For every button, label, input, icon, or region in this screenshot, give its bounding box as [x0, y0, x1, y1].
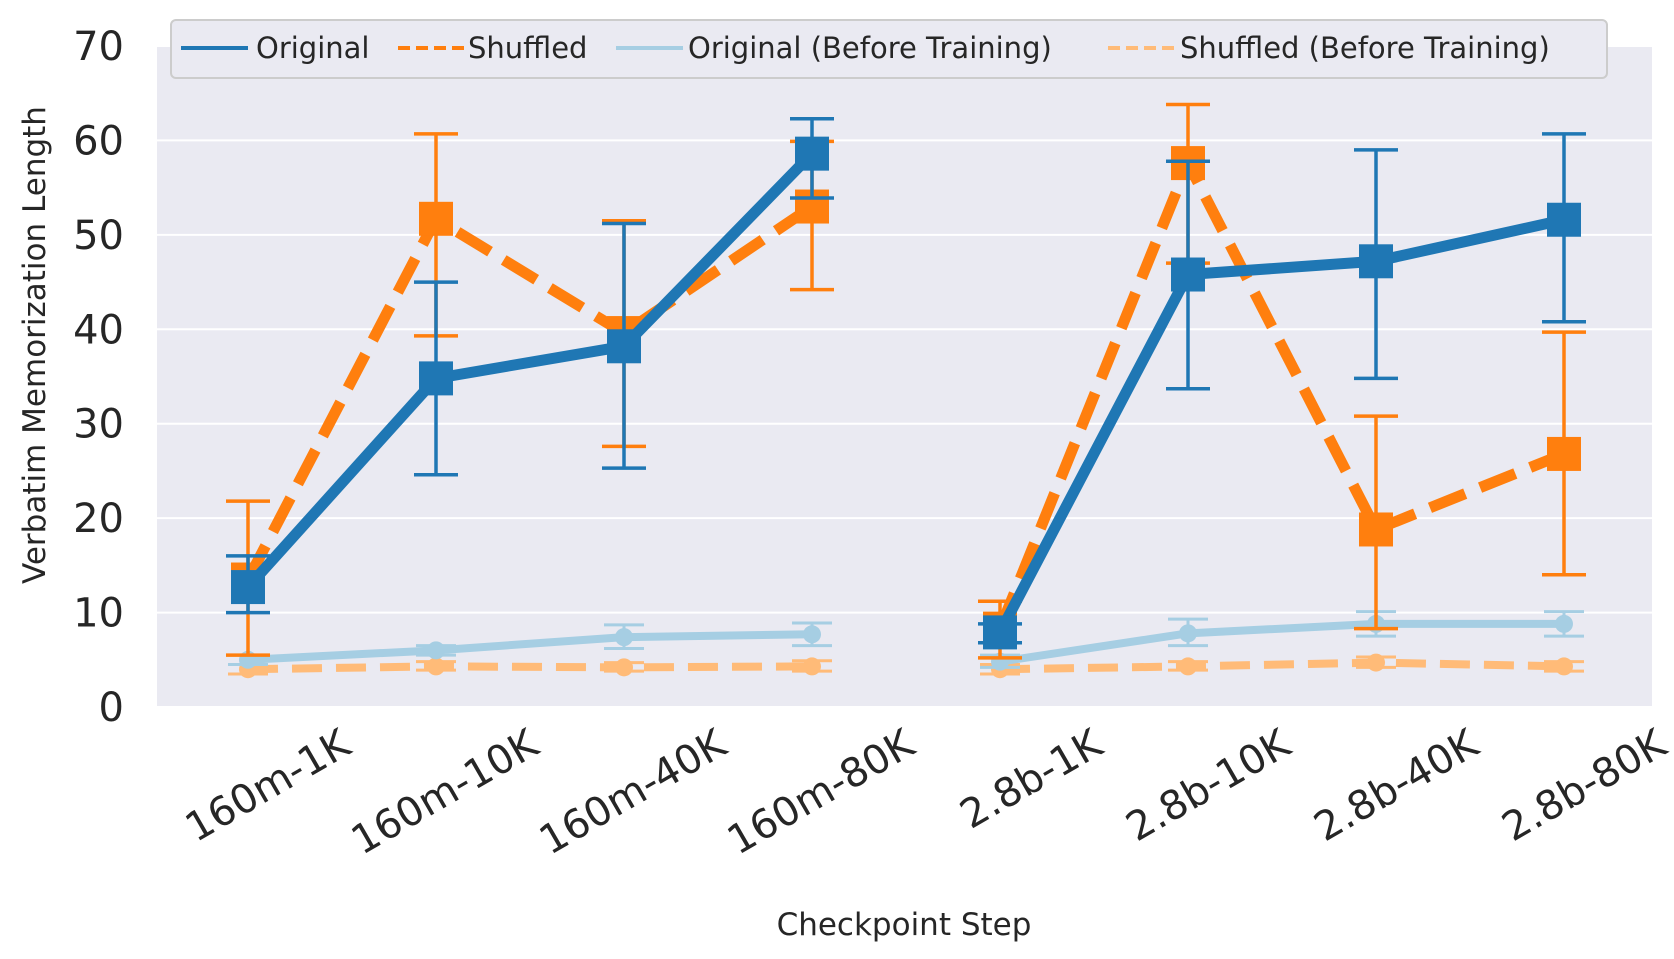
data-point: [427, 641, 445, 660]
y-tick-label: 20: [73, 496, 124, 542]
y-axis-ticks: 0 10 20 30 40 50 60 70: [73, 24, 124, 731]
series-line: [247, 662, 813, 674]
data-point: [615, 628, 633, 647]
y-tick-label: 70: [73, 24, 124, 70]
legend-label: Original (Before Training): [688, 31, 1052, 65]
series-line: [243, 149, 816, 591]
y-tick-label: 0: [99, 685, 124, 731]
series-line: [999, 658, 1565, 674]
data-point: [607, 329, 641, 364]
data-point: [1171, 257, 1205, 292]
x-tick-label: 160m-10K: [344, 720, 548, 864]
data-point: [1555, 657, 1573, 676]
y-tick-label: 30: [73, 402, 124, 448]
series-original: [226, 116, 1586, 650]
data-point: [1179, 657, 1197, 676]
x-tick-label: 2.8b-1K: [953, 720, 1112, 838]
y-tick-label: 40: [73, 307, 124, 353]
x-tick-label: 2.8b-10K: [1119, 720, 1300, 851]
data-point: [1547, 436, 1581, 471]
y-axis-label: Verbatim Memorization Length: [17, 106, 53, 584]
x-tick-label: 2.8b-80K: [1495, 720, 1674, 851]
x-axis-label: Checkpoint Step: [777, 907, 1032, 943]
y-tick-label: 50: [73, 213, 124, 259]
legend-label: Shuffled: [468, 31, 587, 65]
series-layer: [226, 102, 1586, 679]
series-line: [247, 630, 813, 664]
x-tick-label: 160m-40K: [532, 720, 736, 864]
data-point: [419, 361, 453, 396]
y-tick-label: 10: [73, 591, 124, 637]
data-point: [1179, 624, 1197, 643]
legend: Original Shuffled Original (Before Trainin…: [170, 19, 1608, 79]
data-point: [1367, 653, 1385, 672]
legend-label: Original: [256, 31, 369, 65]
x-tick-label: 2.8b-40K: [1307, 720, 1488, 851]
grid-lines: [157, 45, 1652, 708]
legend-frame: [170, 19, 1608, 79]
legend-label: Shuffled (Before Training): [1180, 31, 1550, 65]
data-point: [615, 658, 633, 677]
data-point: [803, 657, 821, 676]
series-line: [994, 157, 1567, 631]
x-tick-label: 160m-80K: [720, 720, 924, 864]
plot-area: [157, 46, 1652, 707]
data-point: [795, 136, 829, 171]
data-point: [1359, 512, 1393, 547]
series-shuffled-before-training: [228, 653, 1584, 679]
series-original-before-training: [228, 610, 1584, 671]
data-point: [419, 201, 453, 236]
x-tick-label: 160m-1K: [178, 720, 360, 851]
data-point: [1359, 244, 1393, 279]
series-line: [999, 619, 1564, 666]
series-line: [995, 214, 1566, 635]
data-point: [983, 615, 1017, 650]
data-point: [231, 570, 265, 605]
series-line: [243, 201, 816, 583]
data-point: [1555, 614, 1573, 633]
data-point: [1547, 202, 1581, 237]
data-point: [427, 657, 445, 676]
y-tick-label: 60: [73, 118, 124, 164]
data-point: [803, 625, 821, 644]
